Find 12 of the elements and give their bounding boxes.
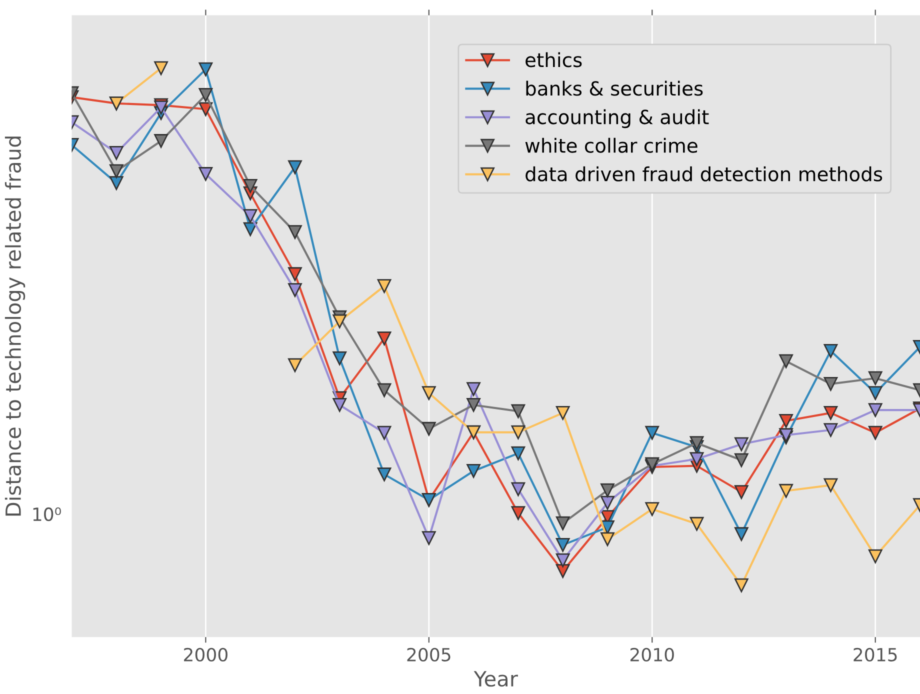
x-tick-label: 2010 (630, 648, 674, 662)
x-tick-label: 2000 (184, 648, 228, 662)
x-axis-title: Year (474, 671, 518, 687)
legend-label: accounting & audit (526, 109, 709, 128)
legend-label: ethics (526, 52, 582, 68)
legend-label: white collar crime (525, 138, 698, 153)
legend-label: data driven fraud detection methods (526, 166, 882, 182)
x-tick-label: 2005 (407, 648, 450, 662)
y-axis-title: Distance to technology related fraud (4, 136, 26, 516)
x-tick-label: 2015 (854, 648, 897, 662)
text: 10⁰ (33, 507, 61, 522)
legend-label: banks & securities (526, 80, 703, 96)
